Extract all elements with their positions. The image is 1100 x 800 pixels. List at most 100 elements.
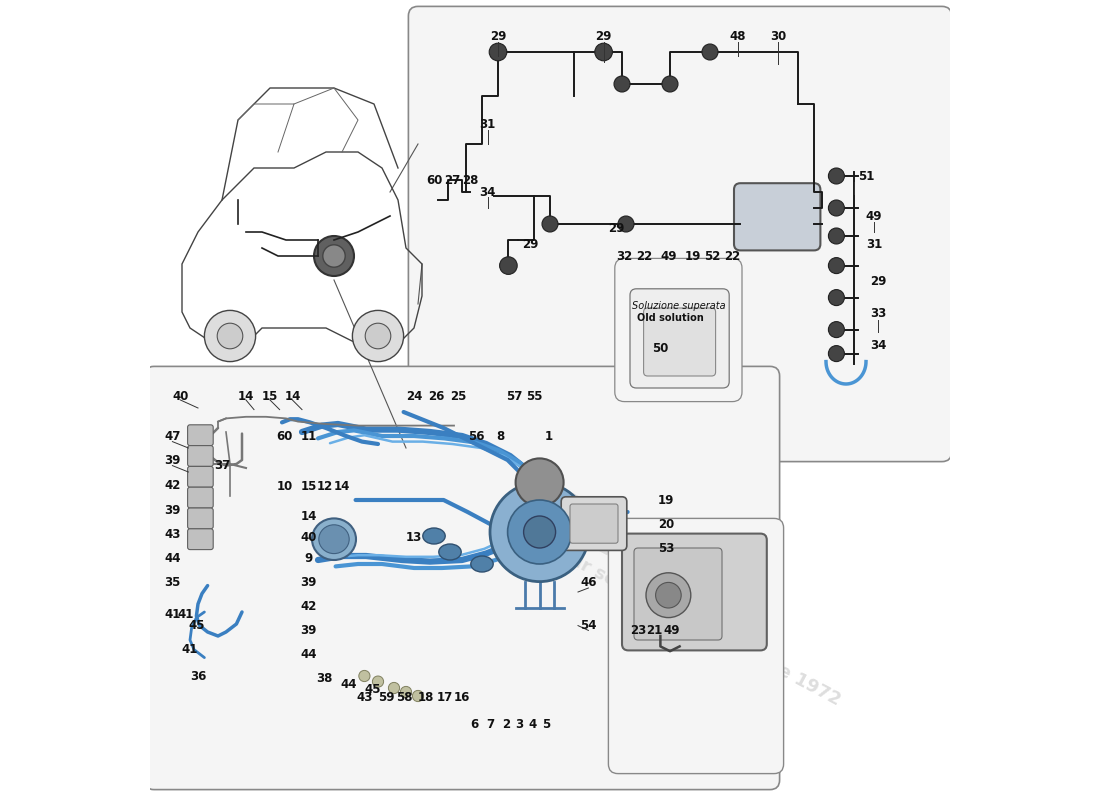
Text: 43: 43 [164, 528, 180, 541]
Ellipse shape [471, 556, 493, 572]
Text: 32: 32 [616, 250, 632, 262]
Ellipse shape [422, 528, 446, 544]
Ellipse shape [319, 525, 349, 554]
FancyBboxPatch shape [188, 529, 213, 550]
Text: 51: 51 [858, 170, 874, 182]
Text: 31: 31 [480, 118, 496, 130]
Text: 58: 58 [396, 691, 412, 704]
Text: 41: 41 [164, 608, 180, 621]
Text: 42: 42 [300, 600, 317, 613]
Text: 42: 42 [164, 479, 180, 492]
Text: 6: 6 [470, 718, 478, 730]
Text: 35: 35 [164, 576, 180, 589]
Text: 60: 60 [276, 430, 293, 442]
Text: 59: 59 [377, 691, 394, 704]
FancyBboxPatch shape [561, 497, 627, 550]
Text: 14: 14 [238, 390, 254, 402]
Circle shape [499, 257, 517, 274]
Text: 2: 2 [502, 718, 510, 730]
Text: 43: 43 [356, 691, 373, 704]
Text: 29: 29 [490, 30, 506, 42]
Text: 21: 21 [646, 624, 662, 637]
Text: 41: 41 [178, 608, 195, 621]
Text: 16: 16 [454, 691, 470, 704]
Text: 40: 40 [173, 390, 188, 402]
Circle shape [618, 216, 634, 232]
Text: 27: 27 [444, 174, 461, 186]
Text: 54: 54 [580, 619, 596, 632]
Circle shape [828, 322, 845, 338]
Text: 39: 39 [164, 454, 180, 466]
FancyBboxPatch shape [144, 366, 780, 790]
Text: 5: 5 [542, 718, 550, 730]
Circle shape [828, 346, 845, 362]
Text: 34: 34 [870, 339, 887, 352]
Text: 22: 22 [636, 250, 652, 262]
Text: 49: 49 [866, 210, 882, 222]
FancyBboxPatch shape [630, 289, 729, 388]
Text: 14: 14 [333, 480, 350, 493]
Text: 13: 13 [406, 531, 422, 544]
Text: 15: 15 [262, 390, 278, 402]
Text: 24: 24 [406, 390, 422, 402]
Text: 29: 29 [595, 30, 612, 42]
Text: 17: 17 [437, 691, 452, 704]
Circle shape [205, 310, 255, 362]
Text: Soluzione superata: Soluzione superata [632, 301, 726, 310]
Text: 28: 28 [462, 174, 478, 186]
Text: 25: 25 [450, 390, 466, 402]
Circle shape [656, 582, 681, 608]
Text: 37: 37 [213, 459, 230, 472]
Circle shape [365, 323, 390, 349]
FancyBboxPatch shape [142, 0, 958, 800]
Text: 57: 57 [506, 390, 522, 402]
Text: 15: 15 [300, 480, 317, 493]
Text: your source for parts since 1972: your source for parts since 1972 [544, 539, 844, 709]
Text: 1: 1 [544, 430, 552, 442]
Text: 31: 31 [866, 238, 882, 250]
Circle shape [400, 686, 411, 698]
Text: 45: 45 [364, 683, 381, 696]
FancyBboxPatch shape [634, 548, 722, 640]
Text: 20: 20 [658, 518, 674, 530]
Circle shape [352, 310, 404, 362]
Text: 49: 49 [663, 624, 680, 637]
Circle shape [828, 200, 845, 216]
Circle shape [373, 676, 384, 687]
FancyBboxPatch shape [188, 466, 213, 487]
Text: 9: 9 [305, 552, 312, 565]
Circle shape [542, 216, 558, 232]
Circle shape [646, 573, 691, 618]
Circle shape [516, 458, 563, 506]
Circle shape [595, 43, 613, 61]
Circle shape [702, 44, 718, 60]
Text: 39: 39 [164, 504, 180, 517]
Text: 49: 49 [660, 250, 676, 262]
Text: 52: 52 [704, 250, 720, 262]
Text: 34: 34 [480, 186, 496, 198]
FancyBboxPatch shape [644, 308, 716, 376]
Text: 29: 29 [521, 238, 538, 250]
Text: 14: 14 [284, 390, 300, 402]
Text: 47: 47 [164, 430, 180, 442]
Text: 29: 29 [608, 222, 625, 234]
Text: 39: 39 [300, 576, 317, 589]
Text: 11: 11 [300, 430, 317, 442]
FancyBboxPatch shape [188, 446, 213, 466]
Circle shape [614, 76, 630, 92]
Ellipse shape [312, 518, 356, 560]
Text: 10: 10 [276, 480, 293, 493]
Circle shape [828, 228, 845, 244]
Text: Old solution: Old solution [637, 313, 704, 322]
Text: 45: 45 [188, 619, 205, 632]
Circle shape [412, 690, 424, 702]
Ellipse shape [439, 544, 461, 560]
Text: 44: 44 [300, 648, 317, 661]
Text: 44: 44 [340, 678, 356, 690]
Text: 38: 38 [316, 672, 332, 685]
Circle shape [490, 482, 590, 582]
Circle shape [322, 245, 345, 267]
Text: 29: 29 [870, 275, 887, 288]
Text: 22: 22 [724, 250, 740, 262]
Text: 26: 26 [428, 390, 444, 402]
